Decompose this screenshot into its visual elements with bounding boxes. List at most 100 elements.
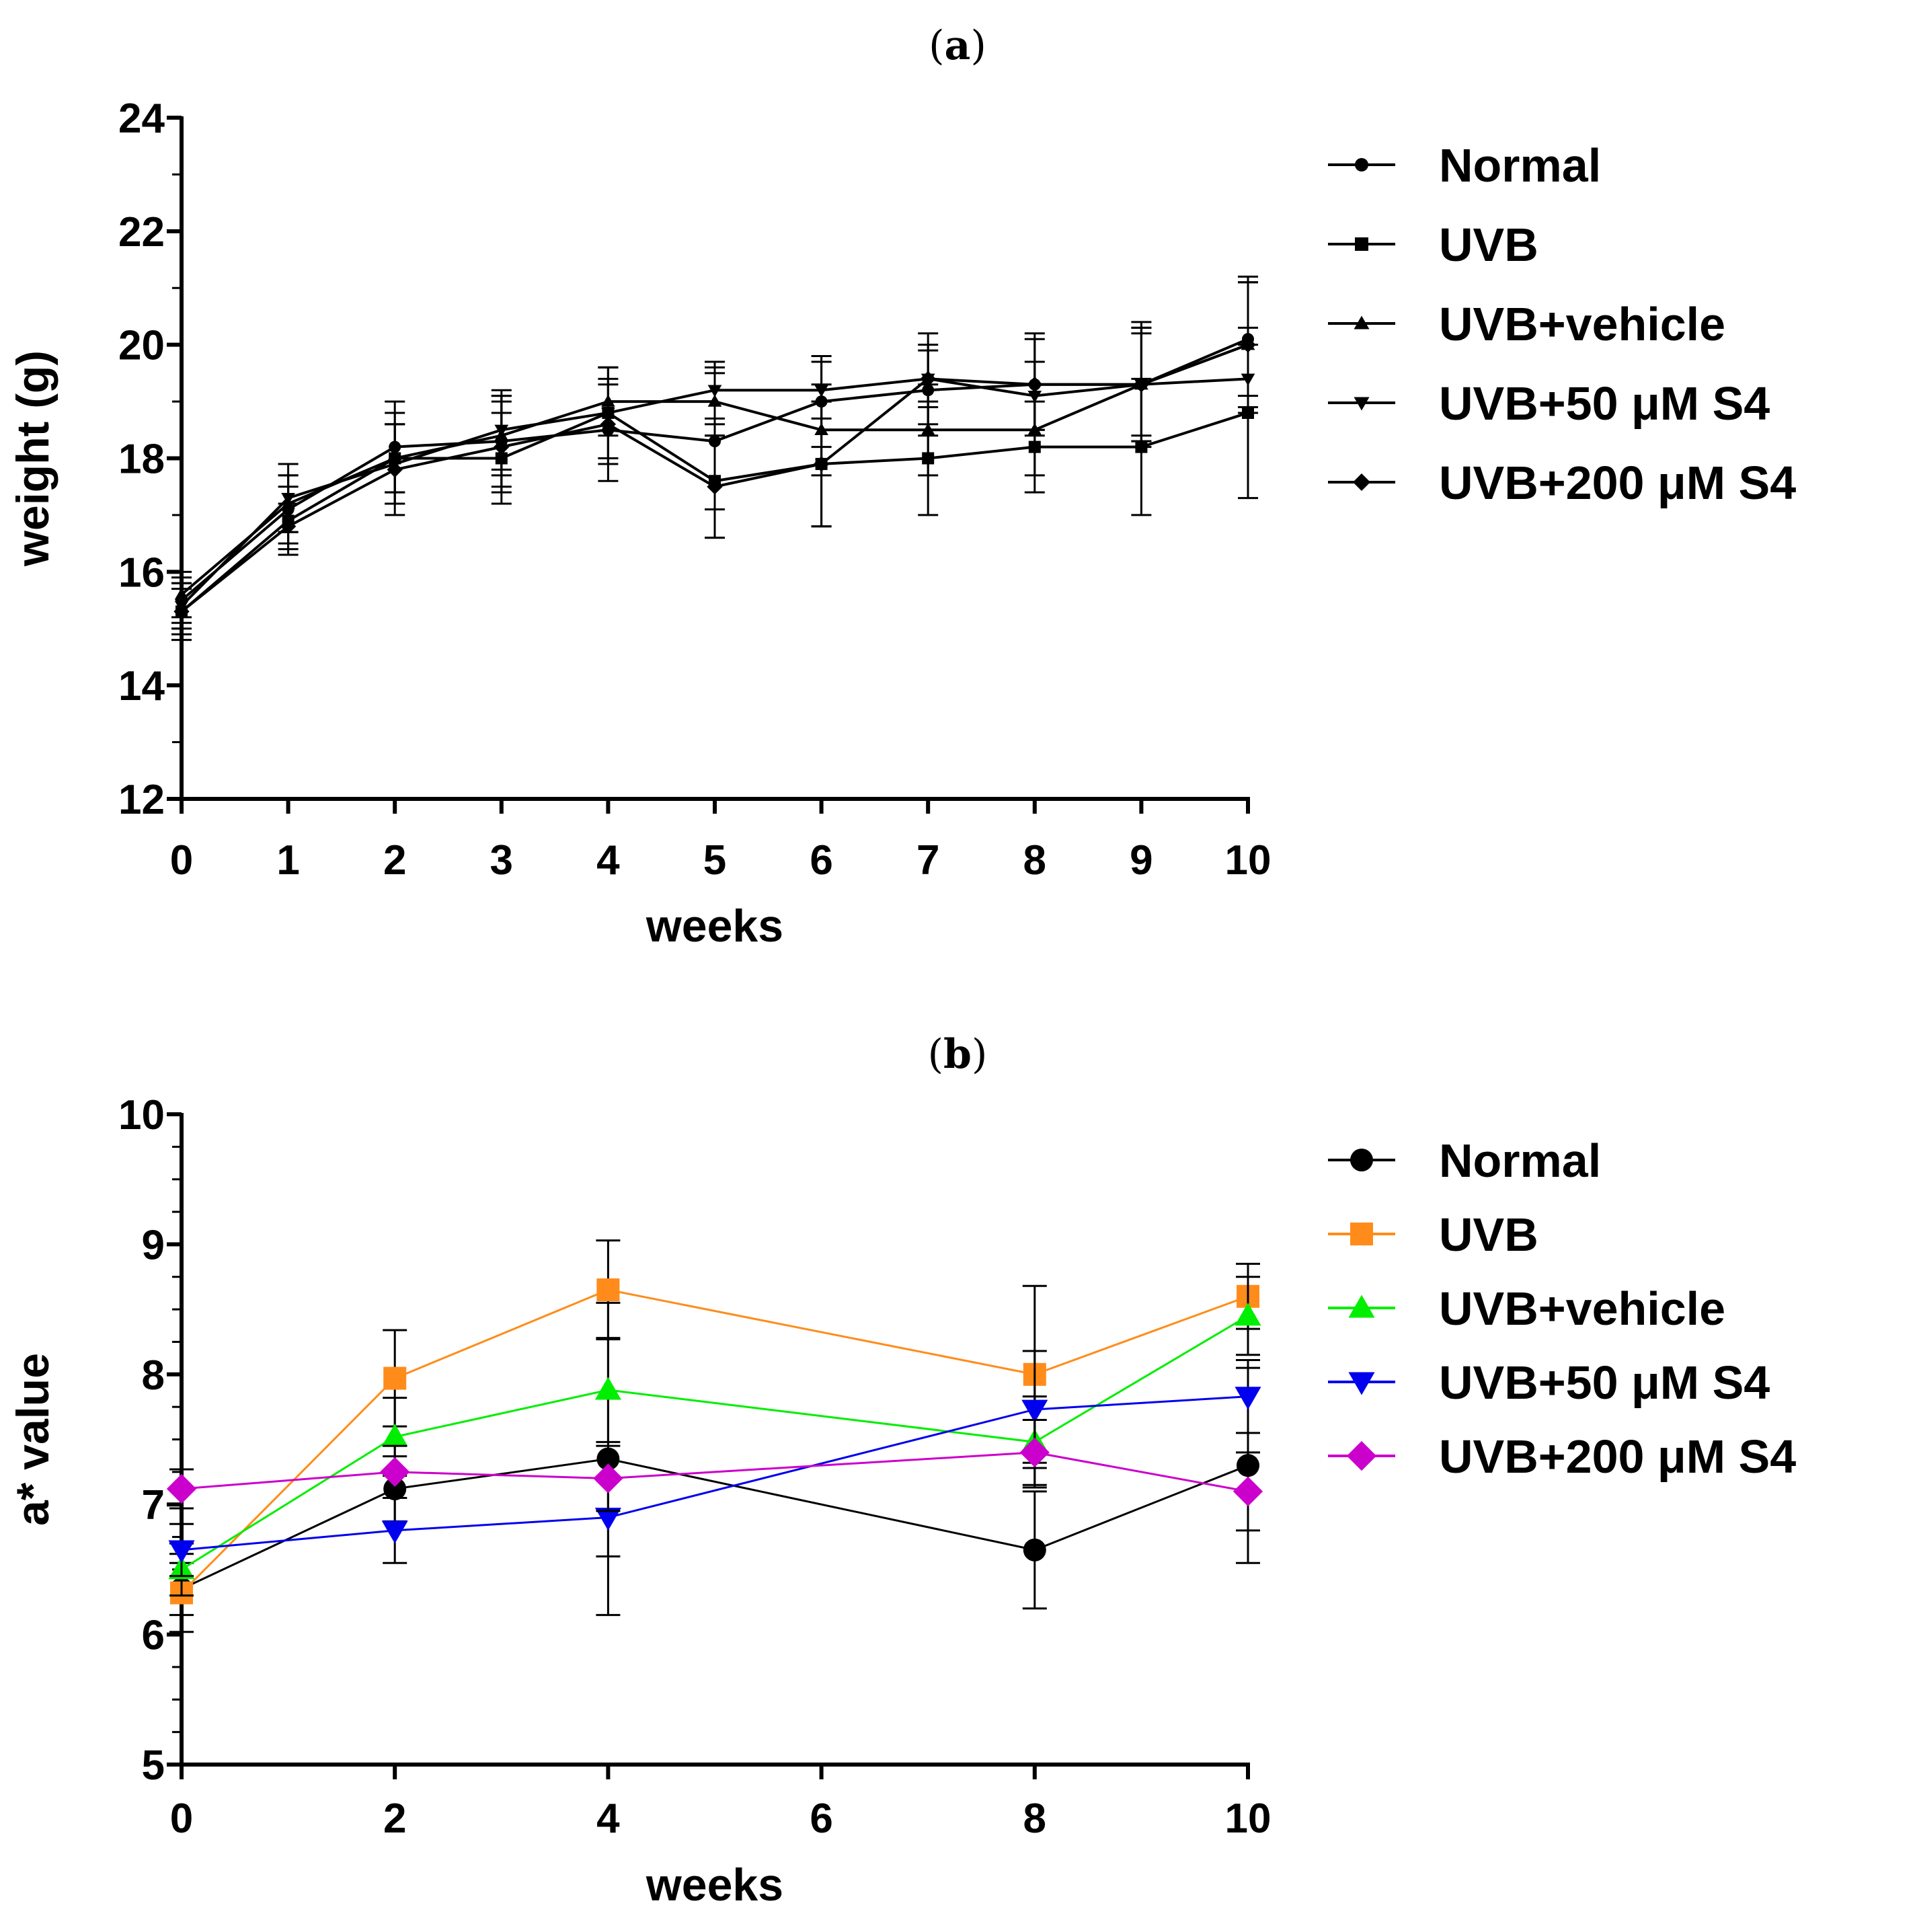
data-point (1133, 377, 1150, 393)
legend-label: UVB (1439, 219, 1538, 271)
x-tick-label: 0 (170, 1795, 193, 1842)
panel-label-close: ) (970, 22, 986, 69)
data-point (921, 422, 935, 435)
y-tick-label: 22 (118, 209, 165, 256)
y-tick-label: 9 (142, 1222, 165, 1268)
x-tick-label: 3 (490, 837, 513, 884)
data-point (814, 385, 828, 397)
data-point (1021, 1399, 1048, 1423)
legend-label: UVB+50 μM S4 (1439, 377, 1770, 430)
y-tick-label: 7 (142, 1482, 165, 1529)
series-1 (169, 1301, 1260, 1617)
legend-marker (1355, 237, 1368, 251)
x-tick-label: 8 (1023, 837, 1046, 884)
series-5 (166, 1418, 1263, 1532)
legend-label: UVB+vehicle (1439, 298, 1725, 350)
data-point (280, 518, 297, 535)
data-point (281, 492, 295, 505)
series-line (181, 1457, 1249, 1590)
legend-label: UVB+200 μM S4 (1439, 1430, 1796, 1483)
x-tick-label: 5 (703, 837, 726, 884)
legend-item: Normal (1328, 139, 1601, 192)
data-point (1027, 377, 1043, 393)
x-tick-label: 6 (810, 837, 832, 884)
legend-marker (1354, 397, 1370, 411)
panel-label-open: ( (929, 22, 944, 69)
x-tick-label: 4 (596, 837, 620, 884)
data-point (383, 1366, 407, 1390)
x-tick-label: 0 (170, 837, 193, 884)
legend-marker (1354, 315, 1370, 330)
legend-item: UVB+50 μM S4 (1328, 1356, 1770, 1409)
series-line (181, 1395, 1249, 1551)
data-point (1233, 1476, 1263, 1506)
legend-item: UVB+50 μM S4 (1328, 377, 1770, 430)
legend-item: Normal (1328, 1134, 1601, 1187)
data-point (593, 1463, 623, 1494)
x-tick-label: 7 (916, 837, 939, 884)
data-point (380, 1457, 410, 1487)
panel-label-open: ( (928, 1031, 943, 1078)
data-point (813, 456, 830, 472)
legend-label: UVB (1439, 1208, 1538, 1261)
data-point (600, 416, 617, 432)
legend-marker (1348, 1372, 1375, 1395)
y-tick-label: 24 (118, 95, 165, 142)
legend-label: UVB+200 μM S4 (1439, 457, 1796, 509)
legend-label: Normal (1439, 139, 1601, 192)
y-axis-title: a* value (7, 1353, 58, 1526)
x-tick-label: 10 (1225, 1795, 1272, 1842)
x-tick-label: 2 (383, 1795, 406, 1842)
y-tick-label: 14 (118, 663, 165, 709)
x-axis-title: weeks (646, 1859, 783, 1910)
legend-marker (1348, 1295, 1375, 1318)
legend-item: UVB+200 μM S4 (1328, 457, 1796, 509)
x-tick-label: 2 (383, 837, 406, 884)
legend-marker (1346, 1440, 1377, 1471)
legend-marker (1353, 473, 1370, 491)
legend-item: UVB+vehicle (1328, 1282, 1725, 1335)
panel-label: (b) (928, 1031, 988, 1078)
data-point (707, 479, 723, 495)
data-point (1235, 1387, 1261, 1410)
data-point (707, 385, 722, 397)
y-tick-label: 5 (142, 1742, 165, 1789)
panel-label-letter: a (945, 22, 971, 69)
x-tick-label: 1 (276, 837, 299, 884)
panel-label-close: ) (972, 1031, 987, 1078)
x-tick-label: 9 (1130, 837, 1152, 884)
panel-b: (b) 5 6 7 8 9 10 0 2 4 6 8 10 weeks a* value Normal UVB U… (7, 1031, 1796, 1910)
panel-label: (a) (929, 22, 986, 69)
legend-item: UVB (1328, 219, 1538, 271)
y-tick-label: 18 (118, 436, 165, 483)
series-4 (168, 1350, 1261, 1578)
data-point (594, 1508, 621, 1531)
series-5 (171, 281, 1258, 635)
data-point (173, 603, 190, 620)
legend-item: UVB (1328, 1208, 1538, 1261)
data-point (1235, 1303, 1261, 1326)
legend-label: UVB+50 μM S4 (1439, 1356, 1770, 1409)
data-point (1019, 1437, 1050, 1467)
x-tick-label: 8 (1023, 1795, 1046, 1842)
y-tick-label: 20 (118, 323, 165, 369)
y-tick-label: 8 (142, 1352, 165, 1399)
data-point (920, 371, 936, 387)
legend-item: UVB+vehicle (1328, 298, 1725, 350)
series-line (180, 1288, 1249, 1594)
data-point (168, 1540, 195, 1563)
legend-item: UVB+200 μM S4 (1328, 1430, 1796, 1483)
x-axis-title: weeks (646, 900, 783, 952)
series-line (181, 1451, 1249, 1493)
y-tick-label: 6 (142, 1613, 165, 1659)
series-3 (168, 1276, 1261, 1597)
x-tick-label: 4 (596, 1795, 620, 1842)
legend-marker (1355, 158, 1368, 171)
data-point (387, 461, 403, 478)
legend-marker (1350, 1149, 1373, 1171)
y-tick-label: 12 (118, 777, 165, 823)
data-point (381, 1424, 408, 1447)
y-tick-label: 16 (118, 549, 165, 596)
data-point (596, 1278, 620, 1302)
